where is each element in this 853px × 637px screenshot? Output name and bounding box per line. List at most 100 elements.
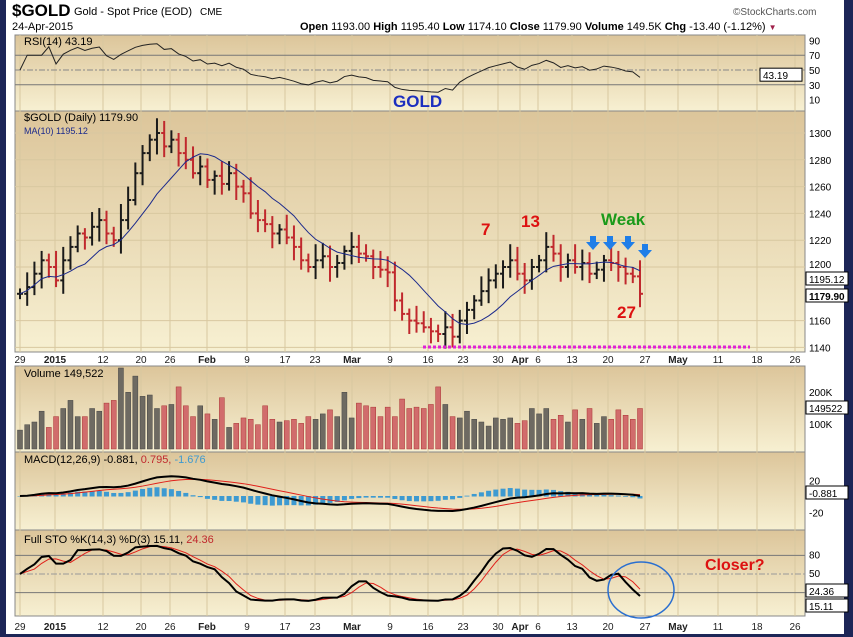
volume-bar	[283, 420, 290, 450]
macd-hist-bar	[486, 490, 492, 497]
price-tick-label: 1140	[809, 343, 831, 354]
volume-bar	[197, 405, 203, 450]
macd-hist-bar	[89, 491, 95, 497]
annotation-7: 7	[481, 220, 491, 239]
volume-bar	[586, 408, 593, 450]
sto-k: Full STO %K(14,3) %D(3) 15.11,	[24, 534, 184, 546]
macd-hist-bar	[356, 496, 362, 499]
macd-hist-bar	[75, 491, 81, 497]
quote-value: 1193.00	[331, 21, 374, 33]
volume-bar	[226, 427, 232, 450]
x-tick-label: 9	[387, 622, 393, 633]
x-tick-label: 29	[14, 622, 26, 633]
x-tick-label: 26	[164, 355, 176, 366]
volume-value-tag-box	[805, 400, 849, 415]
annotation-closer: Closer?	[705, 557, 765, 574]
rsi-value-tag: 43.19	[763, 71, 788, 82]
x-tick-label: 20	[135, 355, 147, 366]
macd-hist-bar	[17, 496, 23, 497]
macd-hist-bar	[637, 496, 643, 499]
volume-bar	[601, 416, 607, 450]
x-tick-label: 30	[492, 355, 504, 366]
macd-signal: 0.795,	[140, 454, 172, 466]
x-tick-label: 23	[309, 355, 321, 366]
macd-hist-bar	[363, 496, 369, 498]
symbol: $GOLD	[12, 1, 71, 20]
volume-bar	[543, 408, 550, 450]
volume-bar	[579, 419, 586, 450]
macd-hist-bar	[442, 496, 448, 500]
x-tick-label: 17	[279, 355, 291, 366]
volume-bar	[190, 416, 196, 450]
volume-bar	[334, 416, 340, 450]
macd-hist-bar	[168, 489, 174, 497]
price-tick-label: 1280	[809, 156, 832, 167]
macd-hist-bar	[529, 489, 535, 497]
down-arrow-icon	[638, 244, 652, 258]
sto-k-line	[19, 544, 641, 602]
volume-bar	[31, 421, 38, 450]
volume-bar	[449, 416, 456, 450]
ma10-line	[19, 153, 641, 325]
macd-hist-bar	[493, 489, 499, 497]
volume-bar	[96, 410, 103, 450]
macd-hist-bar	[248, 496, 254, 504]
ma-label: MA(10) 1195.12	[24, 126, 88, 136]
macd-hist-bar	[269, 496, 275, 506]
quote-key: Volume	[584, 21, 627, 33]
macd-hist-bar	[587, 494, 593, 497]
macd-hist-bar	[471, 493, 477, 497]
macd-hist-bar	[615, 495, 621, 497]
volume-bar	[572, 409, 578, 450]
volume-bar	[471, 419, 477, 450]
macd-hist-bar	[219, 496, 225, 501]
volume-bar	[529, 408, 535, 450]
macd-hist-bar	[291, 496, 297, 506]
macd-hist-bar	[277, 496, 283, 506]
price-label: $GOLD (Daily) 1179.90	[24, 112, 139, 124]
macd-hist-bar	[594, 495, 600, 497]
highlight-circle	[607, 561, 675, 619]
annotation-13: 13	[521, 212, 540, 231]
volume-bar	[478, 421, 485, 450]
volume-bar	[500, 419, 506, 450]
volume-bar	[435, 386, 441, 450]
sto-tick-label: 80	[809, 550, 821, 561]
quote-value: 1174.10	[467, 21, 510, 33]
volume-bar	[118, 367, 124, 450]
volume-bar	[269, 419, 276, 450]
macd-hist-bar	[104, 491, 110, 497]
volume-bar	[457, 417, 463, 450]
macd-hist-bar	[67, 492, 73, 497]
volume-bar	[132, 375, 139, 450]
volume-bar	[514, 423, 521, 450]
volume-bar	[320, 413, 326, 450]
macd-hist-bar	[349, 496, 355, 499]
exchange: CME	[200, 7, 223, 18]
annotation-weak: Weak	[601, 210, 646, 229]
sto-d-tag-box	[805, 583, 849, 598]
volume-bar	[46, 427, 52, 450]
x-tick-label: 27	[639, 355, 651, 366]
macd-hist-bar	[565, 491, 571, 497]
macd-hist-bar	[406, 496, 412, 502]
rsi-tick-label: 30	[809, 81, 821, 92]
macd-hist-bar	[132, 490, 138, 497]
volume-bar	[428, 404, 434, 450]
volume-bar	[262, 405, 268, 450]
rsi-tick-label: 10	[809, 96, 821, 107]
volume-bar	[413, 406, 420, 450]
macd-value-tag: -0.881	[809, 489, 838, 500]
x-tick-label: 29	[14, 355, 26, 366]
volume-bar	[53, 416, 59, 450]
macd-hist-bar	[176, 490, 182, 497]
x-tick-label: 26	[164, 622, 176, 633]
volume-bar	[327, 409, 333, 450]
volume-label: Volume 149,522	[24, 368, 104, 380]
macd-hist-bar	[161, 488, 167, 497]
volume-bar	[442, 404, 449, 450]
volume-bar	[60, 408, 67, 450]
macd-hist-bar	[255, 496, 261, 505]
macd-label: MACD(12,26,9) -0.881, 0.795, -1.676	[24, 454, 206, 467]
x-tick-label: Apr	[511, 355, 528, 366]
